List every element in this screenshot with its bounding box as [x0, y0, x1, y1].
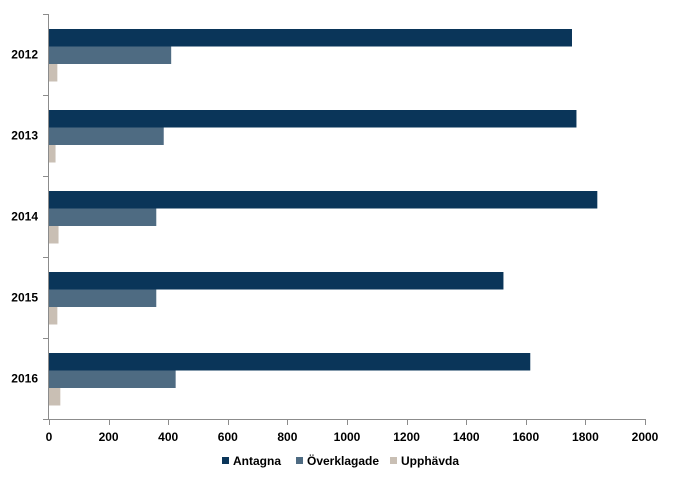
bar-verklagade-2012: [49, 46, 172, 64]
legend-label-antagna: Antagna: [233, 454, 281, 468]
legend: Antagna Överklagade Upphävda: [222, 453, 459, 468]
legend-label-upph-vda: Upphävda: [401, 454, 459, 468]
x-tick-label-1000: 1000: [334, 430, 361, 444]
legend-swatch-verklagade: [296, 457, 303, 464]
x-tick-label-1400: 1400: [453, 430, 480, 444]
legend-swatch-antagna: [222, 457, 229, 464]
bar-upph-vda-2016: [49, 388, 61, 406]
bar-verklagade-2013: [49, 127, 164, 145]
legend-swatch-upph-vda: [390, 457, 397, 464]
x-tick-label-1800: 1800: [572, 430, 599, 444]
x-tick-label-400: 400: [158, 430, 178, 444]
x-tick-label-600: 600: [218, 430, 238, 444]
axes: 2012 2013 2014 2015 2016 0 200 400 600 800 1000 120…: [11, 14, 659, 444]
bar-antagna-2014: [49, 191, 598, 209]
y-tick-label-2014: 2014: [11, 210, 38, 224]
x-tick-label-800: 800: [277, 430, 297, 444]
legend-item-verklagade: Överklagade: [296, 453, 379, 468]
bar-upph-vda-2015: [49, 307, 58, 325]
plot-area: [49, 29, 598, 406]
bar-verklagade-2015: [49, 289, 157, 307]
y-tick-label-2015: 2015: [11, 291, 38, 305]
y-tick-label-2012: 2012: [11, 48, 38, 62]
x-tick-label-1200: 1200: [393, 430, 420, 444]
x-tick-label-2000: 2000: [632, 430, 659, 444]
y-tick-label-2016: 2016: [11, 372, 38, 386]
bar-verklagade-2016: [49, 370, 176, 388]
bar-verklagade-2014: [49, 208, 157, 226]
bar-antagna-2016: [49, 353, 531, 371]
legend-item-upph-vda: Upphävda: [390, 454, 459, 468]
bar-upph-vda-2012: [49, 64, 58, 82]
bar-antagna-2013: [49, 110, 577, 128]
bar-antagna-2012: [49, 29, 572, 47]
bar-antagna-2015: [49, 272, 504, 290]
x-tick-label-0: 0: [46, 430, 53, 444]
legend-item-antagna: Antagna: [222, 454, 281, 468]
x-tick-label-200: 200: [99, 430, 119, 444]
legend-label-verklagade: Överklagade: [307, 453, 379, 468]
bar-upph-vda-2014: [49, 226, 59, 244]
bar-upph-vda-2013: [49, 145, 56, 163]
x-tick-label-1600: 1600: [512, 430, 539, 444]
y-tick-label-2013: 2013: [11, 129, 38, 143]
